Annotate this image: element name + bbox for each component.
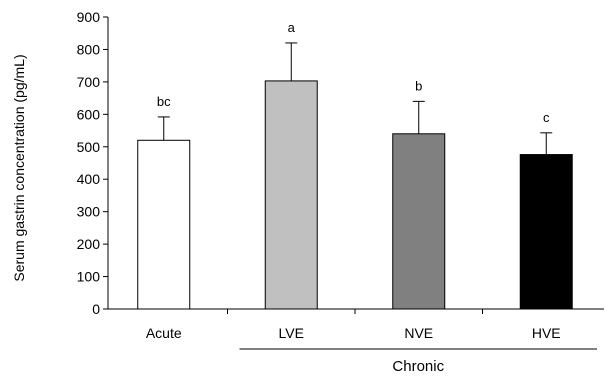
y-axis-ticks: 0 100 200 300 400 500 600 700 800 900 — [77, 9, 108, 317]
category-label-acute: Acute — [146, 325, 182, 341]
y-tick-label: 700 — [77, 74, 101, 90]
y-tick-label: 800 — [77, 41, 101, 57]
error-bar-hve — [540, 132, 553, 155]
category-label-nve: NVE — [404, 325, 433, 341]
y-tick-label: 400 — [77, 171, 101, 187]
category-groups: Chronic — [239, 348, 597, 375]
significance-letter-lve: a — [288, 20, 296, 35]
bar-nve — [392, 133, 446, 310]
error-bars — [157, 42, 553, 155]
y-tick-label: 900 — [77, 9, 101, 25]
significance-letter-nve: b — [415, 78, 422, 93]
y-tick-label: 100 — [77, 269, 101, 285]
x-axis-labels: Acute LVE NVE HVE — [146, 325, 561, 341]
category-label-lve: LVE — [279, 325, 304, 341]
error-bar-nve — [412, 100, 425, 134]
y-tick-label: 600 — [77, 106, 101, 122]
bar-acute — [137, 139, 191, 310]
error-bar-lve — [285, 42, 298, 81]
y-axis-title: Serum gastrin concentration (pg/mL) — [11, 54, 27, 281]
error-bar-acute — [157, 116, 170, 141]
category-label-hve: HVE — [532, 325, 561, 341]
y-tick-label: 300 — [77, 204, 101, 220]
significance-letter-hve: c — [543, 110, 550, 125]
y-tick-label: 200 — [77, 236, 101, 252]
y-tick-label: 500 — [77, 139, 101, 155]
group-label: Chronic — [392, 358, 444, 375]
y-tick-label: 0 — [92, 301, 100, 317]
bars — [137, 80, 573, 310]
significance-letter-acute: bc — [157, 94, 171, 109]
category-group: Chronic — [239, 348, 597, 375]
x-axis-ticks — [227, 309, 483, 314]
bar-lve — [264, 80, 318, 310]
bar-hve — [519, 154, 573, 310]
